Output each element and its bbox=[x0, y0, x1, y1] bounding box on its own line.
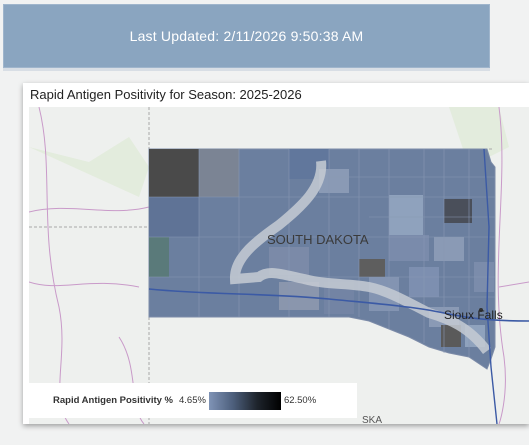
legend-color-ramp bbox=[208, 391, 281, 410]
legend-min: 4.65% bbox=[179, 395, 206, 406]
county-grid bbox=[149, 149, 495, 357]
partial-state-label: SKA bbox=[362, 415, 382, 424]
legend: Rapid Antigen Positivity % 4.65% 62.50% bbox=[29, 383, 357, 418]
card-title: Rapid Antigen Positivity for Season: 202… bbox=[30, 87, 302, 102]
state-label: SOUTH DAKOTA bbox=[267, 232, 369, 247]
map-card: Rapid Antigen Positivity for Season: 202… bbox=[23, 83, 529, 424]
terrain-patch bbox=[29, 137, 149, 197]
last-updated-text: Last Updated: 2/11/2026 9:50:38 AM bbox=[129, 28, 364, 44]
last-updated-banner: Last Updated: 2/11/2026 9:50:38 AM bbox=[3, 4, 490, 71]
city-marker bbox=[479, 308, 483, 312]
river bbox=[230, 160, 491, 355]
map-canvas[interactable]: SOUTH DAKOTA Sioux Falls SKA bbox=[29, 107, 529, 424]
interstate-road bbox=[483, 148, 498, 424]
interstate-road bbox=[148, 288, 529, 322]
city-label: Sioux Falls bbox=[444, 308, 503, 322]
county-map[interactable]: SOUTH DAKOTA Sioux Falls SKA bbox=[29, 107, 529, 424]
legend-label: Rapid Antigen Positivity % bbox=[53, 395, 173, 406]
legend-max: 62.50% bbox=[283, 395, 317, 406]
